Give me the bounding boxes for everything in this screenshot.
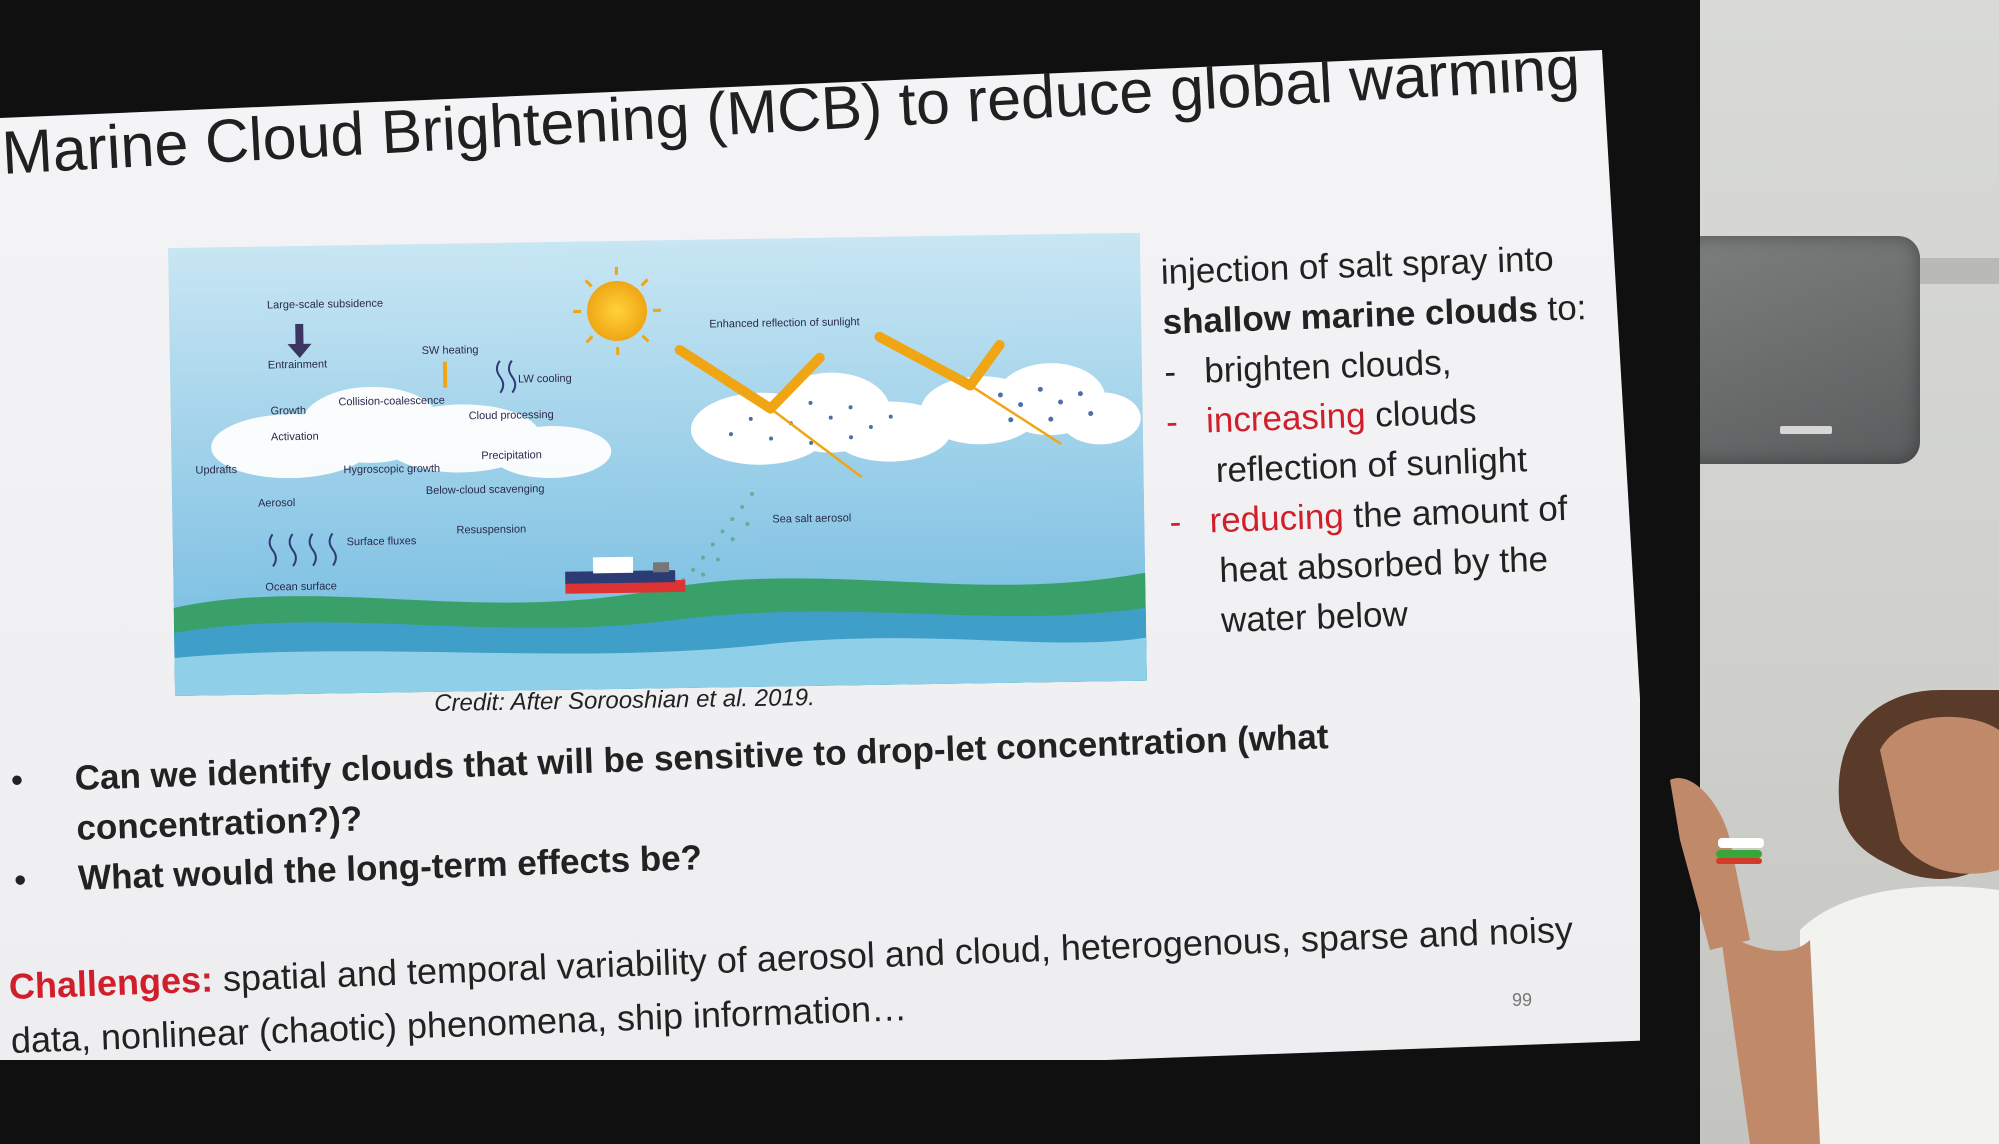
label-growth: Growth — [270, 405, 306, 418]
label-surface-fluxes: Surface fluxes — [347, 535, 417, 548]
salt-spray-plume — [681, 491, 754, 582]
projected-slide: Marine Cloud Brightening (MCB) to reduce… — [0, 50, 1640, 1061]
ship-icon — [565, 556, 686, 594]
bullet-3-rest: the amount of — [1343, 488, 1569, 536]
sun-icon — [573, 266, 662, 355]
bullet-2-red: increasing — [1205, 395, 1367, 441]
brightened-cloud-1 — [690, 372, 951, 465]
challenges: Challenges: spatial and temporal variabi… — [8, 903, 1573, 1068]
label-sw-heating: SW heating — [422, 344, 479, 357]
label-entrainment: Entrainment — [268, 359, 327, 372]
transmitted-rays — [769, 384, 1062, 479]
dash-marker: - — [1163, 352, 1177, 392]
research-questions: • Can we identify clouds that will be sen… — [10, 708, 1454, 906]
subsidence-arrow-icon — [287, 323, 312, 358]
dash-marker-red: - — [1165, 402, 1179, 442]
bullet-2-rest: clouds — [1364, 392, 1478, 435]
label-subsidence: Large-scale subsidence — [267, 298, 383, 312]
label-cloud-processing: Cloud processing — [469, 409, 554, 422]
mcb-description: injection of salt spray into shallow mar… — [1160, 233, 1604, 648]
label-updrafts: Updrafts — [195, 464, 237, 477]
label-lw-cooling: LW cooling — [518, 373, 572, 386]
desc-bold: shallow marine clouds — [1161, 289, 1539, 342]
figure-credit: Credit: After Sorooshian et al. 2019. — [434, 684, 816, 717]
label-enhanced-reflection: Enhanced reflection of sunlight — [709, 316, 860, 330]
speaker-badge — [1780, 426, 1832, 434]
bullet-marker: • — [10, 760, 24, 800]
label-sea-salt: Sea salt aerosol — [772, 512, 851, 525]
natural-cloud — [211, 386, 612, 479]
label-collision: Collision-coalescence — [338, 395, 445, 409]
mcb-diagram-svg: Large-scale subsidence Entrainment SW he… — [168, 232, 1147, 696]
brightened-cloud-2 — [920, 363, 1141, 445]
label-activation: Activation — [271, 431, 319, 444]
dash-marker-red: - — [1168, 502, 1182, 542]
label-resuspension: Resuspension — [456, 523, 526, 536]
desc-rest: to: — [1537, 288, 1588, 329]
label-below-cloud: Below-cloud scavenging — [426, 483, 545, 497]
label-ocean-surface: Ocean surface — [265, 580, 337, 593]
presenter-silhouette — [1670, 690, 1999, 1144]
ocean-wave-light — [174, 637, 1147, 696]
wall-speaker — [1680, 236, 1920, 464]
page-number: 99 — [1512, 990, 1533, 1010]
bullet-1-text: brighten clouds, — [1203, 342, 1452, 391]
label-hygroscopic: Hygroscopic growth — [343, 463, 440, 477]
mcb-diagram: Large-scale subsidence Entrainment SW he… — [168, 232, 1147, 696]
bullet-marker: • — [13, 860, 28, 900]
challenges-label: Challenges: — [8, 958, 214, 1007]
label-aerosol: Aerosol — [258, 497, 295, 510]
bullet-3-red: reducing — [1208, 496, 1345, 541]
label-precipitation: Precipitation — [481, 449, 542, 462]
sunlight-arrows — [674, 331, 1005, 414]
surface-flux-icons — [268, 360, 517, 567]
